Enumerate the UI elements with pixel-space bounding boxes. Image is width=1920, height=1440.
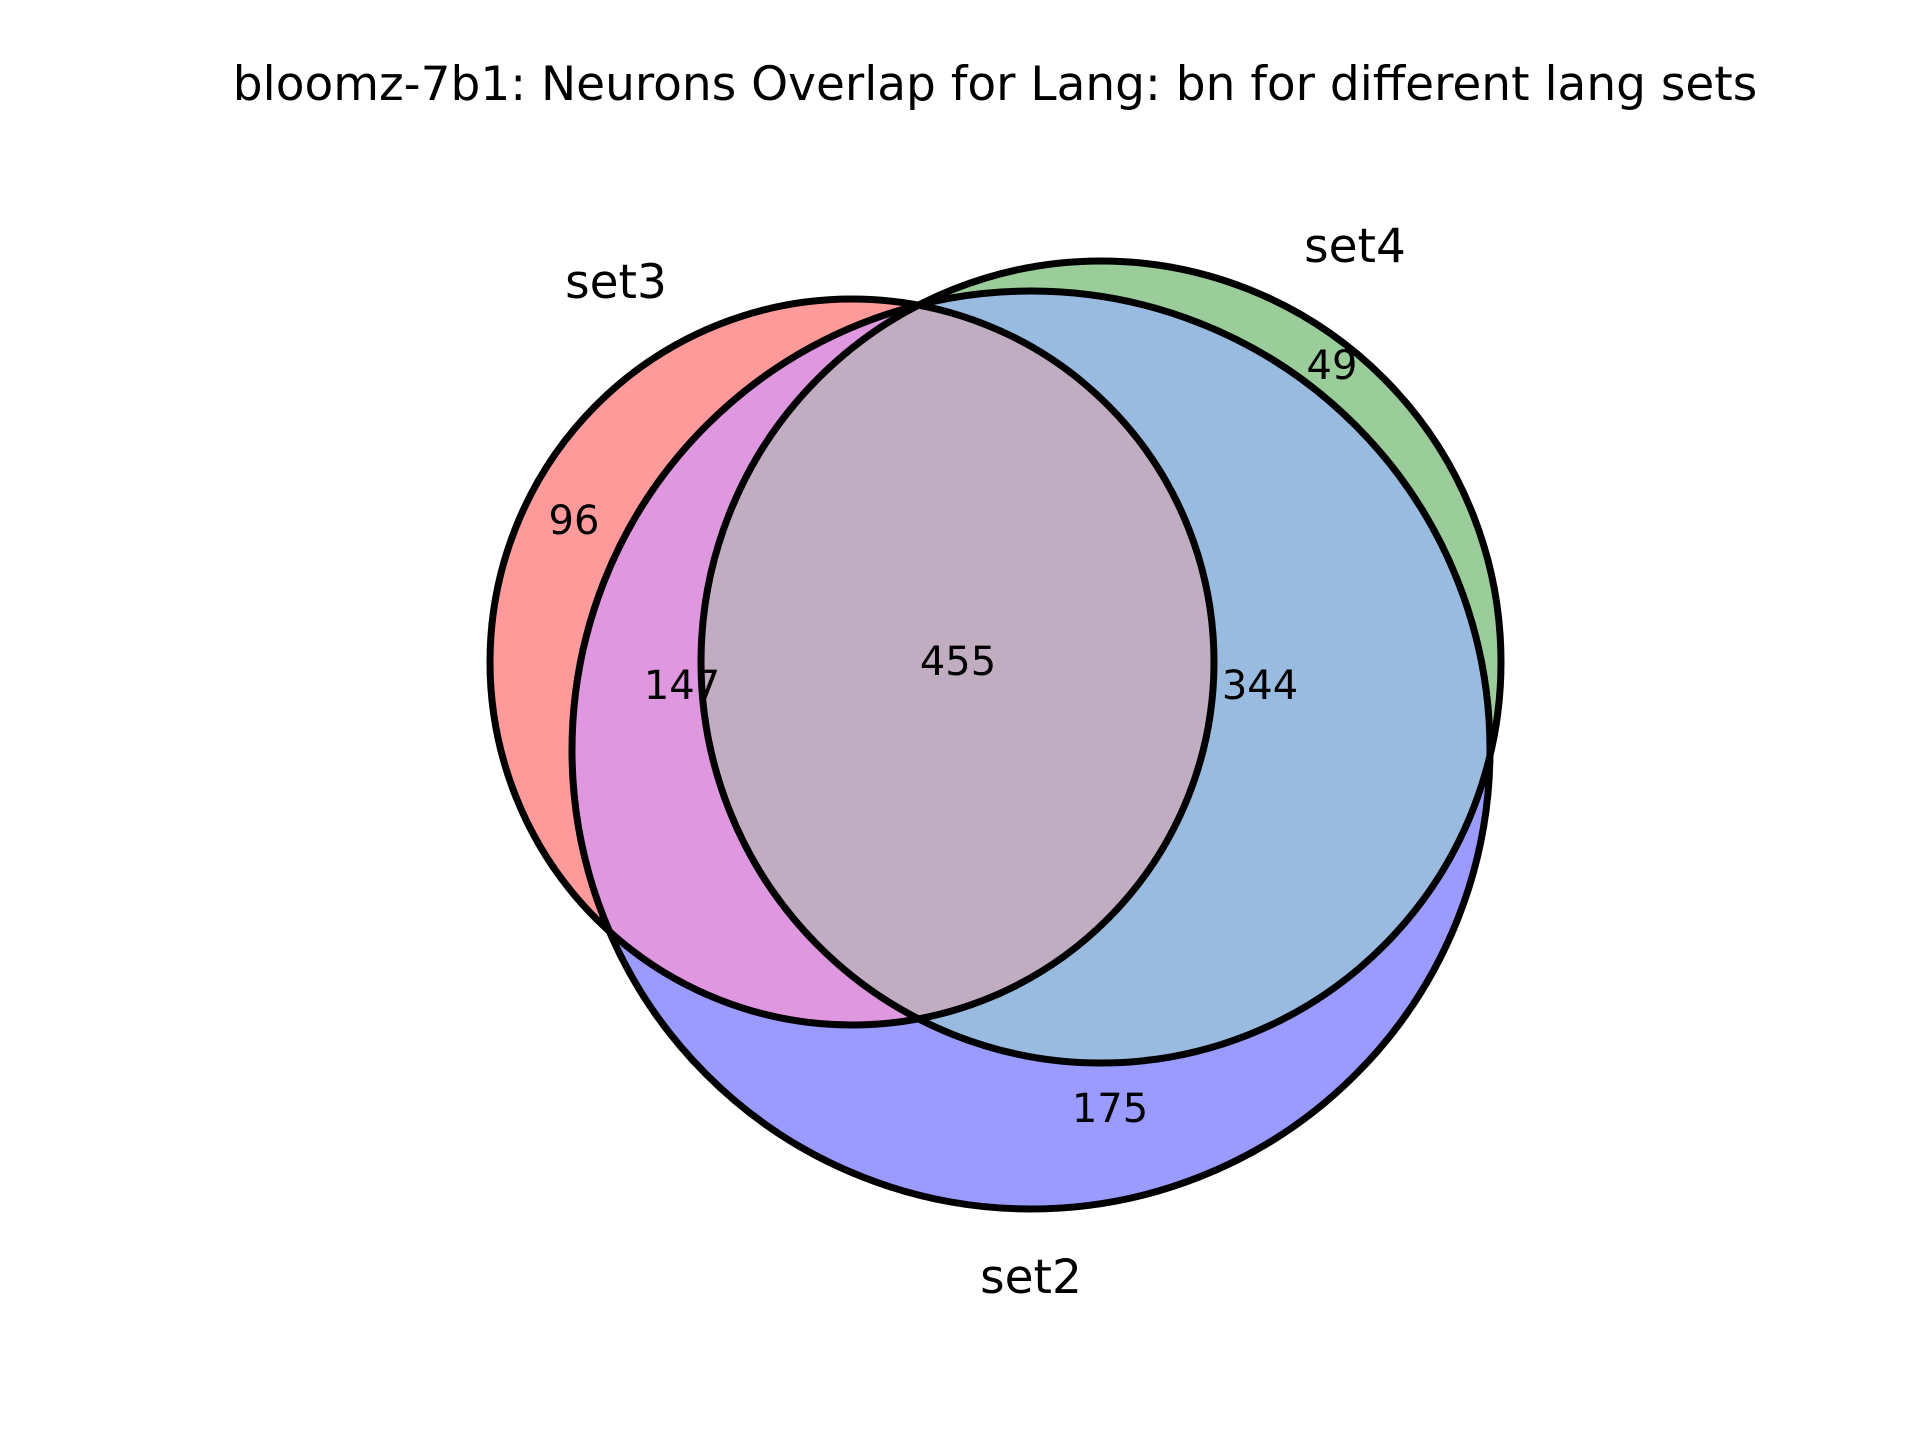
set2-circle-outline [568, 287, 1494, 1213]
set3-label: set3 [565, 255, 667, 310]
set4-label: set4 [1304, 219, 1406, 274]
set3-set2-count: 147 [644, 663, 720, 709]
set2-only-count: 175 [1072, 1086, 1148, 1132]
set2-label: set2 [980, 1250, 1082, 1305]
set3-only-count: 96 [549, 498, 600, 544]
set4-circle-outline [697, 257, 1505, 1067]
chart-title: bloomz-7b1: Neurons Overlap for Lang: bn… [233, 57, 1757, 112]
set4-set2-count: 344 [1222, 663, 1298, 709]
set4-only-count: 49 [1307, 343, 1358, 389]
set3-circle-outline [486, 295, 1218, 1029]
triple-overlap-count: 455 [920, 639, 996, 685]
